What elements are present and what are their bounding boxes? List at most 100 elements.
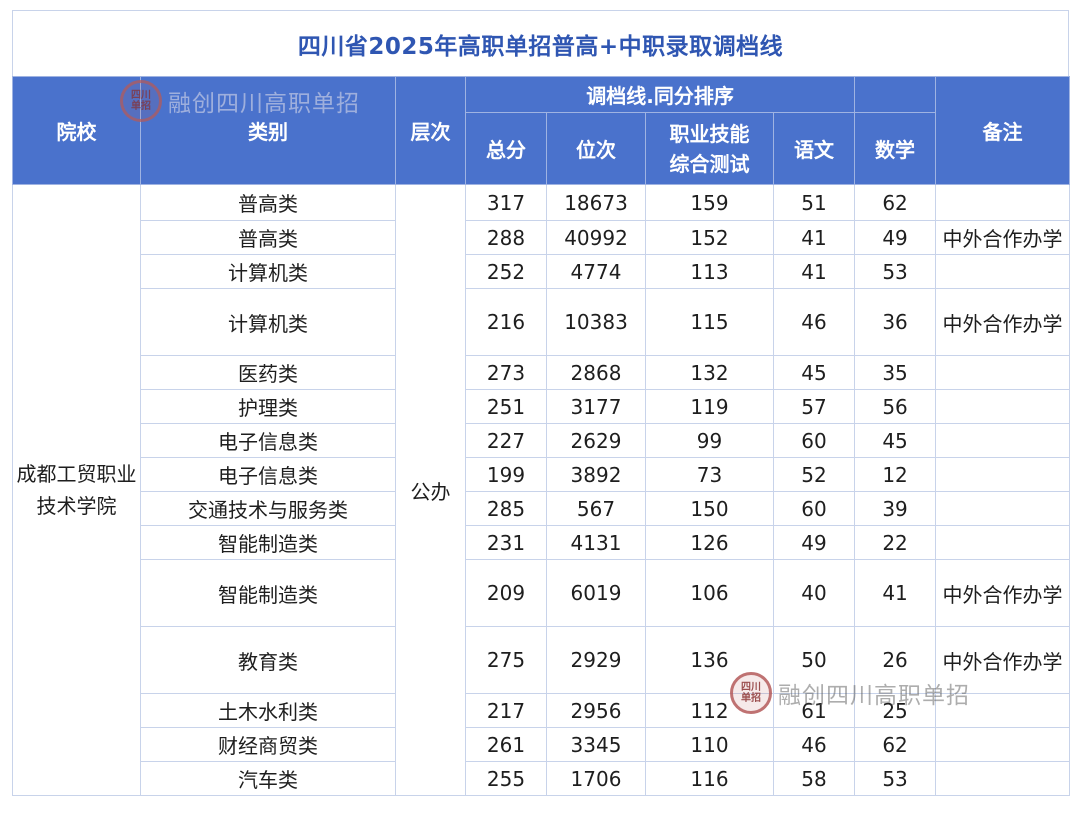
remark-cell [935, 761, 1071, 796]
skill-score-cell: 116 [645, 761, 774, 796]
category-cell: 汽车类 [140, 761, 396, 796]
math-score-cell: 56 [854, 389, 937, 424]
chinese-score-cell: 52 [772, 457, 856, 492]
chinese-score-cell: 58 [772, 761, 856, 796]
rank-cell: 18673 [546, 184, 646, 221]
rank-cell: 2629 [546, 423, 646, 458]
rank-cell: 567 [546, 491, 646, 526]
chinese-score-cell: 46 [772, 727, 856, 762]
skill-score-cell: 136 [645, 626, 774, 694]
rank-cell: 4774 [546, 254, 646, 289]
table-row: 财经商贸类 261 3345 110 46 62 [13, 727, 1071, 762]
chinese-score-cell: 49 [772, 525, 856, 560]
school-name-cell: 成都工贸职业 技术学院 [12, 184, 141, 796]
chinese-score-cell: 60 [772, 491, 856, 526]
category-cell: 交通技术与服务类 [140, 491, 396, 526]
math-score-cell: 39 [854, 491, 937, 526]
math-score-cell: 12 [854, 457, 937, 492]
total-score-cell: 231 [465, 525, 547, 560]
table-row: 成都工贸职业 技术学院 普高类 公办 317 18673 159 51 62 [12, 184, 1071, 796]
skill-score-cell: 159 [645, 184, 774, 221]
school-name-line2: 技术学院 [36, 494, 117, 518]
skill-score-cell: 132 [645, 355, 774, 390]
math-score-cell: 35 [854, 355, 937, 390]
skill-score-cell: 73 [645, 457, 774, 492]
table-row: 计算机类 252 4774 113 41 53 [13, 254, 1071, 289]
category-cell: 普高类 [140, 220, 396, 255]
header-math: 数学 [854, 112, 937, 185]
total-score-cell: 255 [465, 761, 547, 796]
table-row: 交通技术与服务类 285 567 150 60 39 [13, 491, 1071, 526]
header-blank [854, 76, 937, 113]
chinese-score-cell: 50 [772, 626, 856, 694]
rank-cell: 6019 [546, 559, 646, 627]
header-rank: 位次 [546, 112, 646, 185]
table-row: 计算机类 216 10383 115 46 36 中外合作办学 [13, 288, 1071, 356]
skill-score-cell: 115 [645, 288, 774, 356]
rank-cell: 10383 [546, 288, 646, 356]
header-skill-line2: 综合测试 [669, 151, 750, 176]
rank-cell: 3177 [546, 389, 646, 424]
remark-cell [935, 693, 1071, 728]
rank-cell: 2868 [546, 355, 646, 390]
total-score-cell: 275 [465, 626, 547, 694]
remark-cell [935, 254, 1071, 289]
table-row: 汽车类 255 1706 116 58 53 [13, 761, 1071, 796]
chinese-score-cell: 61 [772, 693, 856, 728]
header-remark: 备注 [935, 76, 1071, 185]
total-score-cell: 217 [465, 693, 547, 728]
header-category: 类别 [140, 76, 396, 185]
table-row: 智能制造类 209 6019 106 40 41 中外合作办学 [13, 559, 1071, 627]
math-score-cell: 62 [854, 727, 937, 762]
math-score-cell: 62 [854, 184, 937, 221]
table-row: 医药类 273 2868 132 45 35 [13, 355, 1071, 390]
remark-cell: 中外合作办学 [935, 559, 1071, 627]
rank-cell: 4131 [546, 525, 646, 560]
category-cell: 财经商贸类 [140, 727, 396, 762]
skill-score-cell: 150 [645, 491, 774, 526]
chinese-score-cell: 40 [772, 559, 856, 627]
header-skill: 职业技能 综合测试 [645, 112, 774, 185]
admission-table: 院校 类别 层次 调档线.同分排序 备注 总分 位次 职业技能 综合测试 语文 … [12, 76, 1071, 796]
level-cell: 公办 [395, 184, 466, 796]
table-row: 土木水利类 217 2956 112 61 25 [13, 693, 1071, 728]
admission-table-frame: 四川省2025年高职单招普高+中职录取调档线 院校 类别 层次 调档线.同分排序… [12, 10, 1071, 804]
category-cell: 电子信息类 [140, 457, 396, 492]
math-score-cell: 45 [854, 423, 937, 458]
category-cell: 电子信息类 [140, 423, 396, 458]
rank-cell: 3892 [546, 457, 646, 492]
table-row: 护理类 251 3177 119 57 56 [13, 389, 1071, 424]
chinese-score-cell: 51 [772, 184, 856, 221]
table-row: 普高类 288 40992 152 41 49 中外合作办学 [13, 220, 1071, 255]
total-score-cell: 199 [465, 457, 547, 492]
remark-cell [935, 423, 1071, 458]
chinese-score-cell: 57 [772, 389, 856, 424]
remark-cell: 中外合作办学 [935, 220, 1071, 255]
math-score-cell: 26 [854, 626, 937, 694]
rank-cell: 2929 [546, 626, 646, 694]
rank-cell: 2956 [546, 693, 646, 728]
table-row: 教育类 275 2929 136 50 26 中外合作办学 [13, 626, 1071, 694]
header-skill-line1: 职业技能 [669, 121, 750, 146]
skill-score-cell: 106 [645, 559, 774, 627]
table-row: 智能制造类 231 4131 126 49 22 [13, 525, 1071, 560]
rank-cell: 40992 [546, 220, 646, 255]
total-score-cell: 216 [465, 288, 547, 356]
category-cell: 土木水利类 [140, 693, 396, 728]
remark-cell [935, 727, 1071, 762]
total-score-cell: 251 [465, 389, 547, 424]
header-chinese: 语文 [772, 112, 856, 185]
category-cell: 护理类 [140, 389, 396, 424]
chinese-score-cell: 41 [772, 220, 856, 255]
total-score-cell: 261 [465, 727, 547, 762]
category-cell: 计算机类 [140, 254, 396, 289]
total-score-cell: 317 [465, 184, 547, 221]
category-cell: 医药类 [140, 355, 396, 390]
total-score-cell: 252 [465, 254, 547, 289]
total-score-cell: 288 [465, 220, 547, 255]
total-score-cell: 209 [465, 559, 547, 627]
skill-score-cell: 126 [645, 525, 774, 560]
rank-cell: 1706 [546, 761, 646, 796]
total-score-cell: 285 [465, 491, 547, 526]
skill-score-cell: 110 [645, 727, 774, 762]
